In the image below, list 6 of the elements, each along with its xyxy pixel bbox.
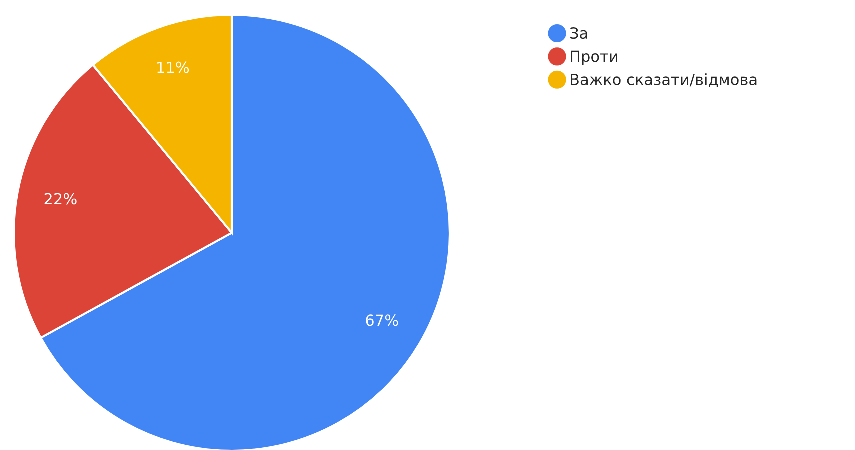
legend-label: За bbox=[570, 28, 588, 40]
legend-label: Проти bbox=[571, 50, 618, 66]
legend-label: Важко сказати/відмова bbox=[571, 74, 757, 88]
data-label: 11% bbox=[158, 62, 190, 74]
data-label: 22% bbox=[44, 193, 77, 205]
data-label: 67% bbox=[366, 314, 398, 326]
